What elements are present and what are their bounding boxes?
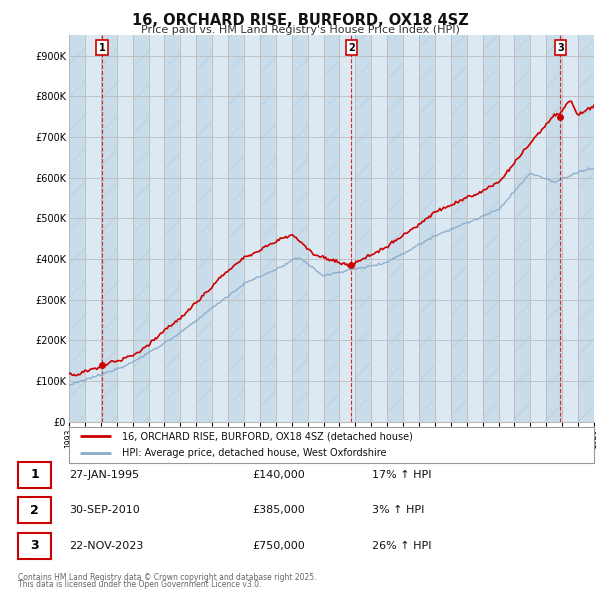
Bar <box>292 35 308 422</box>
Text: 26% ↑ HPI: 26% ↑ HPI <box>372 541 431 550</box>
Text: 16, ORCHARD RISE, BURFORD, OX18 4SZ: 16, ORCHARD RISE, BURFORD, OX18 4SZ <box>131 13 469 28</box>
Bar <box>387 35 403 422</box>
Text: 3: 3 <box>30 539 39 552</box>
Bar <box>228 35 244 422</box>
Bar <box>323 35 340 422</box>
Bar <box>69 35 85 422</box>
Text: £140,000: £140,000 <box>252 470 305 480</box>
Text: 1: 1 <box>98 42 106 53</box>
Bar <box>482 35 499 422</box>
Bar <box>546 35 562 422</box>
Bar <box>101 35 117 422</box>
Text: 22-NOV-2023: 22-NOV-2023 <box>69 541 143 550</box>
Bar <box>546 35 562 422</box>
Text: HPI: Average price, detached house, West Oxfordshire: HPI: Average price, detached house, West… <box>121 448 386 458</box>
Text: 17% ↑ HPI: 17% ↑ HPI <box>372 470 431 480</box>
Text: Price paid vs. HM Land Registry's House Price Index (HPI): Price paid vs. HM Land Registry's House … <box>140 25 460 35</box>
Bar <box>164 35 181 422</box>
Bar <box>260 35 276 422</box>
Text: 1: 1 <box>30 468 39 481</box>
Text: 2: 2 <box>348 42 355 53</box>
Bar <box>101 35 117 422</box>
Bar <box>196 35 212 422</box>
Text: Contains HM Land Registry data © Crown copyright and database right 2025.: Contains HM Land Registry data © Crown c… <box>18 573 317 582</box>
Text: £385,000: £385,000 <box>252 506 305 515</box>
Bar <box>578 35 594 422</box>
Bar <box>133 35 149 422</box>
Bar <box>451 35 467 422</box>
Bar <box>196 35 212 422</box>
Bar <box>451 35 467 422</box>
Bar <box>228 35 244 422</box>
Bar <box>260 35 276 422</box>
Bar <box>482 35 499 422</box>
Bar <box>578 35 594 422</box>
Bar <box>292 35 308 422</box>
Text: 30-SEP-2010: 30-SEP-2010 <box>69 506 140 515</box>
Bar <box>164 35 181 422</box>
Text: 3: 3 <box>557 42 564 53</box>
Bar <box>355 35 371 422</box>
Bar <box>387 35 403 422</box>
Bar <box>514 35 530 422</box>
Text: 27-JAN-1995: 27-JAN-1995 <box>69 470 139 480</box>
Bar <box>323 35 340 422</box>
Bar <box>419 35 435 422</box>
Bar <box>514 35 530 422</box>
Text: 16, ORCHARD RISE, BURFORD, OX18 4SZ (detached house): 16, ORCHARD RISE, BURFORD, OX18 4SZ (det… <box>121 431 412 441</box>
Bar <box>69 35 85 422</box>
Bar <box>355 35 371 422</box>
Bar <box>133 35 149 422</box>
Text: 2: 2 <box>30 504 39 517</box>
Text: 3% ↑ HPI: 3% ↑ HPI <box>372 506 424 515</box>
Bar <box>419 35 435 422</box>
Text: This data is licensed under the Open Government Licence v3.0.: This data is licensed under the Open Gov… <box>18 580 262 589</box>
Text: £750,000: £750,000 <box>252 541 305 550</box>
